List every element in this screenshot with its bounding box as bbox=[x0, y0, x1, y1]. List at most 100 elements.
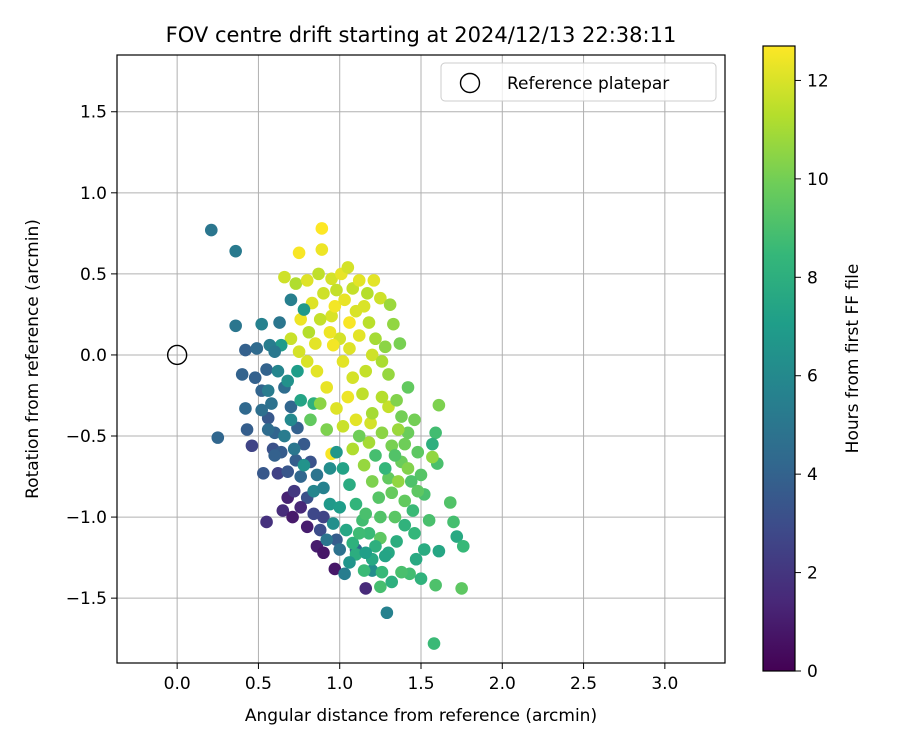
data-point bbox=[382, 471, 395, 485]
data-point bbox=[229, 319, 242, 333]
data-point bbox=[365, 348, 379, 362]
data-point bbox=[346, 536, 360, 550]
colorbar-tick-label: 10 bbox=[807, 170, 829, 190]
data-point bbox=[261, 423, 275, 436]
data-point bbox=[248, 371, 262, 384]
data-point bbox=[356, 387, 369, 401]
data-point bbox=[385, 439, 399, 453]
x-tick-label: 1.5 bbox=[407, 674, 434, 694]
data-point bbox=[341, 261, 355, 274]
colorbar-ticks: 0 2 4 6 8 10 12 bbox=[795, 71, 829, 682]
data-point bbox=[317, 546, 330, 560]
data-point bbox=[284, 413, 298, 427]
data-point bbox=[393, 337, 407, 350]
data-point bbox=[375, 565, 389, 579]
data-point bbox=[300, 274, 314, 287]
data-point bbox=[365, 407, 379, 420]
data-point bbox=[408, 526, 421, 540]
data-point bbox=[367, 274, 381, 287]
data-point bbox=[330, 402, 343, 415]
data-point bbox=[284, 400, 298, 414]
data-point bbox=[374, 580, 387, 594]
data-point bbox=[352, 526, 366, 540]
data-point bbox=[352, 329, 366, 342]
data-point bbox=[374, 291, 387, 305]
colorbar-gradient bbox=[762, 45, 796, 672]
data-point bbox=[309, 337, 322, 350]
data-point bbox=[294, 470, 308, 483]
data-point bbox=[287, 442, 301, 456]
data-point bbox=[297, 303, 311, 316]
data-point bbox=[278, 270, 291, 284]
data-point bbox=[346, 371, 360, 384]
data-point bbox=[411, 484, 425, 498]
data-point bbox=[235, 368, 249, 381]
chart-title: FOV centre drift starting at 2024/12/13 … bbox=[166, 23, 677, 47]
data-point bbox=[338, 293, 351, 307]
y-tick-label: 0.0 bbox=[80, 346, 107, 366]
data-point bbox=[450, 530, 464, 543]
data-point bbox=[404, 475, 418, 488]
data-point bbox=[260, 515, 273, 529]
data-point bbox=[317, 287, 330, 300]
data-point bbox=[343, 342, 356, 355]
data-point bbox=[239, 402, 252, 415]
reference-marker bbox=[166, 344, 188, 366]
data-point bbox=[265, 397, 278, 410]
data-point bbox=[323, 325, 337, 339]
data-point bbox=[333, 543, 347, 556]
data-point bbox=[398, 494, 412, 508]
y-tick-label: 0.5 bbox=[80, 265, 107, 285]
data-point bbox=[328, 300, 342, 313]
data-point bbox=[447, 515, 460, 529]
data-point bbox=[391, 423, 405, 436]
data-point bbox=[204, 223, 218, 237]
data-point bbox=[271, 364, 285, 378]
data-point bbox=[338, 567, 351, 581]
data-point bbox=[429, 578, 442, 592]
data-point bbox=[291, 364, 304, 378]
colorbar-tick-label: 8 bbox=[807, 268, 818, 288]
data-point bbox=[281, 465, 294, 478]
data-point bbox=[292, 345, 306, 359]
data-point bbox=[357, 458, 371, 472]
data-point bbox=[387, 317, 400, 331]
data-point bbox=[409, 552, 423, 566]
data-point bbox=[346, 442, 360, 456]
data-point bbox=[271, 467, 285, 480]
data-point bbox=[326, 517, 340, 530]
data-point bbox=[401, 462, 415, 475]
data-point bbox=[374, 510, 387, 524]
data-point bbox=[359, 364, 373, 378]
data-point bbox=[317, 481, 330, 495]
data-point bbox=[302, 325, 316, 339]
data-point bbox=[378, 549, 392, 563]
data-point bbox=[307, 507, 321, 521]
data-point bbox=[432, 398, 446, 412]
colorbar: 0 2 4 6 8 10 12 Hours from first FF file bbox=[762, 45, 863, 682]
data-point bbox=[289, 277, 303, 290]
x-tick-label: 0.0 bbox=[164, 674, 191, 694]
data-point bbox=[336, 355, 350, 368]
colorbar-tick-label: 4 bbox=[807, 465, 818, 485]
data-point bbox=[343, 316, 356, 329]
colorbar-tick-label: 12 bbox=[807, 71, 829, 91]
data-point bbox=[245, 439, 259, 453]
data-point bbox=[369, 332, 382, 346]
data-point bbox=[385, 486, 399, 500]
data-point bbox=[372, 491, 386, 504]
data-point bbox=[383, 298, 397, 311]
data-point bbox=[325, 309, 338, 323]
data-point bbox=[320, 533, 334, 547]
data-point bbox=[411, 445, 425, 459]
data-point bbox=[328, 562, 342, 576]
legend-label: Reference platepar bbox=[507, 74, 669, 94]
x-tick-label: 2.0 bbox=[489, 674, 516, 694]
data-point bbox=[330, 445, 343, 459]
data-point bbox=[390, 394, 403, 407]
data-point bbox=[323, 497, 337, 511]
data-point bbox=[255, 403, 268, 417]
data-point bbox=[326, 338, 340, 352]
colorbar-tick-label: 6 bbox=[807, 367, 818, 387]
